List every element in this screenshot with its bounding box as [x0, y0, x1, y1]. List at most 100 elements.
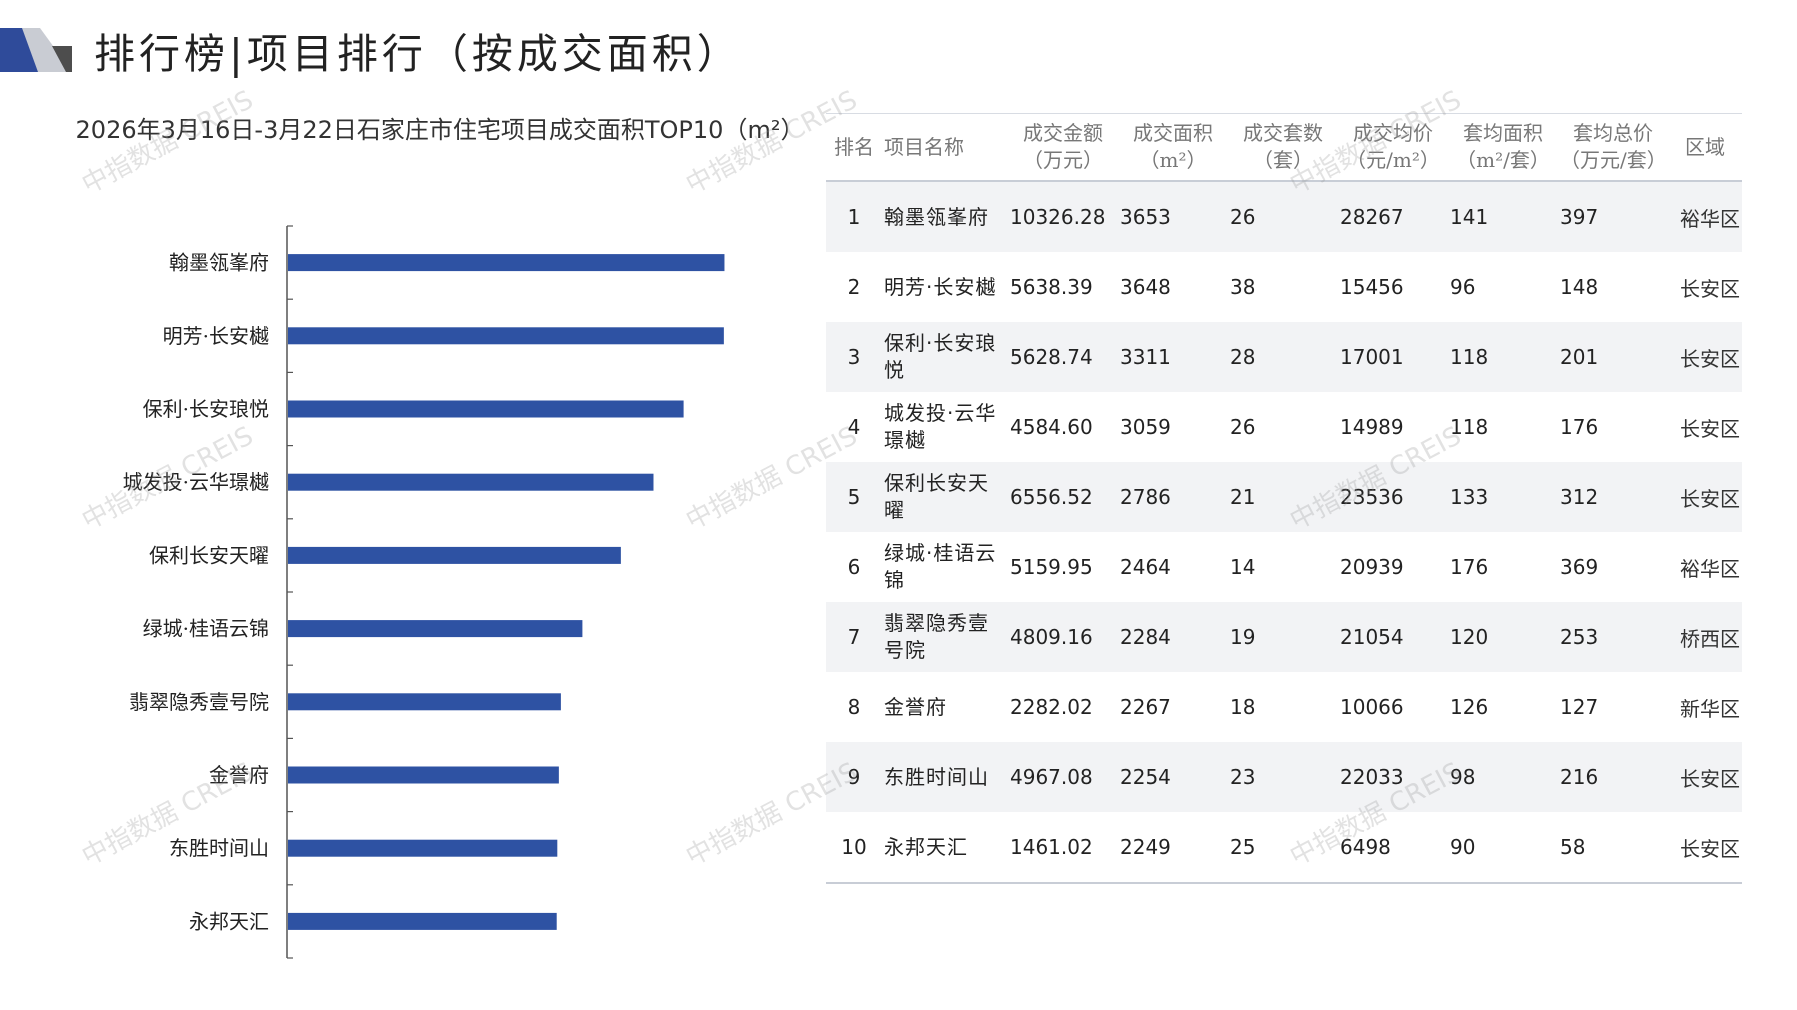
district-cell: 桥西区: [1668, 602, 1742, 672]
header-unit: （m²）: [1139, 148, 1207, 172]
category-label: 明芳·长安樾: [163, 324, 269, 348]
avg-area-cell: 90: [1448, 812, 1558, 884]
table-row: 9 东胜时间山 4967.08 2254 23 22033 98 216 长安区: [826, 742, 1742, 812]
table-header-cell: 成交均价 （元/m²）: [1338, 113, 1448, 182]
bar-chart: 翰墨瓴峯府明芳·长安樾保利·长安琅悦城发投·云华璟樾保利长安天曜绿城·桂语云锦翡…: [123, 225, 725, 959]
district-cell: 长安区: [1668, 462, 1742, 532]
district-cell: 长安区: [1668, 742, 1742, 812]
bar: [288, 473, 654, 491]
project-name-cell: 城发投·云华璟樾: [884, 401, 997, 452]
category-label: 翰墨瓴峯府: [169, 251, 269, 275]
district-cell: 长安区: [1668, 812, 1742, 884]
avg-total-cell: 312: [1558, 462, 1668, 532]
avg-price-cell: 21054: [1338, 602, 1448, 672]
area-cell: 2267: [1120, 695, 1171, 719]
category-label: 保利·长安琅悦: [143, 397, 269, 421]
header-label: 成交套数: [1243, 121, 1323, 145]
amount-cell: 10326.28: [1008, 181, 1118, 252]
category-label: 金誉府: [209, 763, 269, 787]
project-name-cell: 保利长安天曜: [882, 462, 1008, 532]
amount-cell: 6556.52: [1008, 462, 1118, 532]
bar: [288, 546, 621, 564]
bar: [288, 327, 724, 345]
units-cell: 26: [1228, 181, 1338, 252]
header-unit: （元/m²）: [1346, 148, 1440, 172]
avg-price-cell: 14989: [1340, 415, 1404, 439]
rank-cell: 4: [847, 415, 861, 439]
table-header-cell: 套均总价 （万元/套）: [1558, 113, 1668, 182]
avg-price-cell: 6498: [1338, 812, 1448, 884]
avg-total-cell: 176: [1560, 415, 1599, 439]
project-name-cell: 明芳·长安樾: [884, 274, 997, 299]
table-row: 4 城发投·云华璟樾 4584.60 3059 26 14989 118 176 长安区: [826, 392, 1742, 462]
avg-area-cell: 118: [1448, 322, 1558, 392]
units-cell: 23: [1228, 742, 1338, 812]
units-cell: 25: [1228, 812, 1338, 884]
avg-price-cell: 23536: [1338, 462, 1448, 532]
rank-cell: 2: [847, 275, 861, 299]
bar: [288, 620, 583, 638]
chart-title: 2026年3月16日-3月22日石家庄市住宅项目成交面积TOP10（m²）: [75, 116, 805, 144]
table-row: 10 永邦天汇 1461.02 2249 25 6498 90 58 长安区: [826, 812, 1742, 884]
rank-cell: 3: [826, 322, 882, 392]
units-cell: 14: [1230, 555, 1256, 579]
area-cell: 2249: [1118, 812, 1228, 884]
project-name-cell: 金誉府: [884, 694, 947, 719]
category-label: 永邦天汇: [189, 909, 269, 933]
amount-cell: 5159.95: [1010, 555, 1093, 579]
category-label: 城发投·云华璟樾: [123, 470, 269, 494]
project-name-cell: 东胜时间山: [882, 742, 1008, 812]
rank-cell: 7: [826, 602, 882, 672]
header-label: 成交金额: [1023, 121, 1103, 145]
units-cell: 19: [1228, 602, 1338, 672]
header-unit: （m²/套）: [1456, 148, 1550, 172]
table-body: 1 翰墨瓴峯府 10326.28 3653 26 28267 141 397 裕华区 2 明芳·长安…: [826, 181, 1742, 884]
bar: [288, 912, 557, 930]
units-cell: 18: [1230, 695, 1256, 719]
header-unit: （万元）: [1023, 148, 1103, 172]
amount-cell: 5628.74: [1008, 322, 1118, 392]
category-label: 翡翠隐秀壹号院: [129, 690, 269, 714]
table-header-cell: 区域: [1668, 113, 1742, 182]
bar: [288, 693, 561, 711]
table-row: 5 保利长安天曜 6556.52 2786 21 23536 133 312 长安区: [826, 462, 1742, 532]
avg-total-cell: 216: [1558, 742, 1668, 812]
rank-cell: 1: [826, 181, 882, 252]
amount-cell: 5638.39: [1010, 275, 1093, 299]
district-cell: 长安区: [1680, 276, 1740, 301]
avg-area-cell: 141: [1448, 181, 1558, 252]
area-cell: 3653: [1118, 181, 1228, 252]
project-name-cell: 翡翠隐秀壹号院: [882, 602, 1008, 672]
table-row: 8 金誉府 2282.02 2267 18 10066 126 127 新华区: [826, 672, 1742, 742]
units-cell: 21: [1228, 462, 1338, 532]
table-header-cell: 项目名称: [882, 113, 1008, 182]
area-cell: 3648: [1120, 275, 1171, 299]
table-header-cell: 套均面积 （m²/套）: [1448, 113, 1558, 182]
avg-area-cell: 120: [1448, 602, 1558, 672]
table-header-cell: 排名: [826, 113, 882, 182]
ranking-table: 排名 项目名称 成交金额 （万元） 成交面积 （m²） 成交套数 （套） 成交均价 （元/m²） 套…: [826, 113, 1742, 884]
header-label: 区域: [1685, 134, 1725, 159]
category-label: 绿城·桂语云锦: [143, 617, 269, 641]
table-row: 7 翡翠隐秀壹号院 4809.16 2284 19 21054 120 253 桥西区: [826, 602, 1742, 672]
table-row: 1 翰墨瓴峯府 10326.28 3653 26 28267 141 397 裕华区: [826, 181, 1742, 252]
project-name-cell: 保利·长安琅悦: [882, 322, 1008, 392]
table-header-cell: 成交金额 （万元）: [1008, 113, 1118, 182]
district-cell: 长安区: [1680, 416, 1740, 441]
area-cell: 3311: [1118, 322, 1228, 392]
rank-cell: 9: [826, 742, 882, 812]
district-cell: 新华区: [1680, 696, 1740, 721]
avg-total-cell: 58: [1558, 812, 1668, 884]
header-decoration: [0, 28, 72, 72]
avg-total-cell: 397: [1558, 181, 1668, 252]
amount-cell: 2282.02: [1010, 695, 1093, 719]
avg-price-cell: 20939: [1340, 555, 1404, 579]
category-label: 保利长安天曜: [149, 543, 269, 567]
avg-price-cell: 17001: [1338, 322, 1448, 392]
rank-cell: 5: [826, 462, 882, 532]
table-header-row: 排名 项目名称 成交金额 （万元） 成交面积 （m²） 成交套数 （套） 成交均价 （元/m²） 套…: [826, 113, 1742, 182]
header-unit: （套）: [1253, 148, 1313, 172]
district-cell: 裕华区: [1668, 181, 1742, 252]
header-label: 项目名称: [884, 134, 964, 159]
header-label: 成交均价: [1353, 121, 1433, 145]
